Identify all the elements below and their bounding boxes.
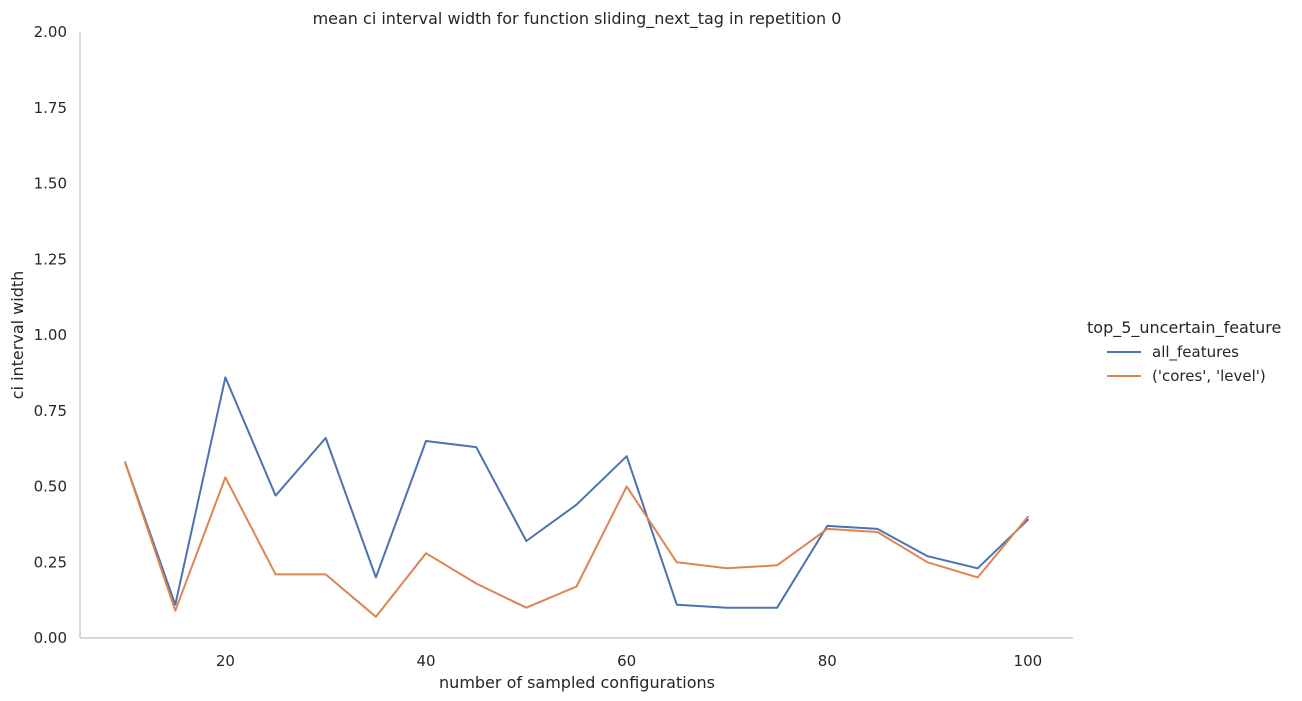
legend: top_5_uncertain_feature all_features ('co…: [1087, 318, 1281, 385]
series-line-1: [124, 461, 1029, 618]
y-tick-labels: 0.00 0.25 0.50 0.75 1.00 1.25 1.50 1.75 2.00: [34, 23, 67, 647]
x-tick-labels: 20 40 60 80 100: [216, 652, 1042, 670]
x-tick-label: 100: [1014, 652, 1043, 670]
x-tick-label: 80: [818, 652, 837, 670]
y-tick-label: 1.00: [34, 326, 67, 344]
chart-title: mean ci interval width for function slid…: [313, 9, 842, 29]
y-tick-label: 1.50: [34, 175, 67, 193]
legend-label: ('cores', 'level'): [1152, 367, 1266, 385]
legend-title: top_5_uncertain_feature: [1087, 318, 1281, 338]
axes: [79, 32, 1073, 639]
x-tick-label: 60: [617, 652, 636, 670]
y-tick-label: 0.25: [34, 553, 67, 571]
x-tick-label: 40: [416, 652, 435, 670]
x-axis-label: number of sampled configurations: [439, 673, 715, 692]
series-line-0: [124, 376, 1029, 609]
y-axis-label: ci interval width: [8, 271, 27, 400]
series-lines: [124, 376, 1029, 618]
y-tick-label: 0.00: [34, 629, 67, 647]
y-tick-label: 0.75: [34, 402, 67, 420]
y-tick-label: 1.75: [34, 99, 67, 117]
y-tick-label: 0.50: [34, 478, 67, 496]
y-tick-label: 1.25: [34, 250, 67, 268]
x-tick-label: 20: [216, 652, 235, 670]
legend-label: all_features: [1152, 343, 1239, 362]
y-tick-label: 2.00: [34, 23, 67, 41]
legend-items: all_features ('cores', 'level'): [1107, 343, 1266, 385]
